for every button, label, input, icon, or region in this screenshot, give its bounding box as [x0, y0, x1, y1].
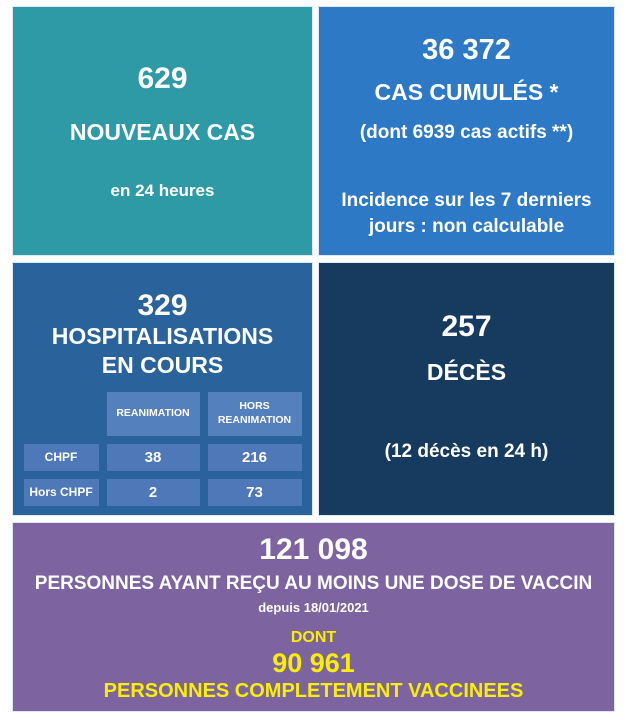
new-cases-label: NOUVEAUX CAS: [69, 119, 256, 145]
table-cell-chpf-hors-reanimation: 216: [207, 443, 302, 471]
table-cell-hors-chpf-hors-reanimation: 73: [207, 478, 302, 506]
hospitalizations-table: REANIMATION HORS REANIMATION CHPF 38 216…: [23, 391, 302, 506]
incidence-note-line2: jours : non calculable: [368, 215, 565, 237]
vaccination-since-date: depuis 18/01/2021: [258, 599, 369, 615]
card-deaths: 257 DÉCÈS (12 décès en 24 h): [319, 263, 614, 515]
cumulative-cases-label: CAS CUMULÉS *: [374, 78, 559, 105]
deaths-24h-detail: (12 décès en 24 h): [384, 440, 549, 462]
hospitalizations-label-line2: EN COURS: [101, 351, 224, 378]
table-header-reanimation: REANIMATION: [106, 391, 200, 436]
table-cell-chpf-reanimation: 38: [106, 443, 200, 471]
fully-vaccinated-label: PERSONNES COMPLETEMENT VACCINEES: [103, 680, 524, 703]
dont-label: DONT: [290, 628, 337, 646]
deaths-value: 257: [441, 310, 492, 343]
active-cases-detail: (dont 6939 cas actifs **): [359, 122, 574, 144]
incidence-note-line1: Incidence sur les 7 derniers: [341, 190, 592, 212]
card-new-cases: 629 NOUVEAUX CAS en 24 heures: [13, 7, 312, 255]
table-row-label-chpf: CHPF: [23, 443, 99, 471]
new-cases-value: 629: [137, 62, 188, 95]
new-cases-period: en 24 heures: [110, 180, 215, 200]
hospitalizations-value: 329: [137, 289, 188, 322]
hospitalizations-label-line1: HOSPITALISATIONS: [51, 323, 274, 349]
incidence-note: Incidence sur les 7 derniers jours : non…: [341, 188, 591, 239]
first-dose-label: PERSONNES AYANT REÇU AU MOINS UNE DOSE D…: [34, 573, 593, 594]
cumulative-cases-value: 36 372: [422, 34, 511, 66]
card-vaccination: 121 098 PERSONNES AYANT REÇU AU MOINS UN…: [13, 523, 614, 711]
first-dose-value: 121 098: [259, 533, 368, 566]
table-cell-hors-chpf-reanimation: 2: [106, 478, 200, 506]
card-cumulative-cases: 36 372 CAS CUMULÉS * (dont 6939 cas acti…: [319, 7, 614, 255]
dashboard-grid: 629 NOUVEAUX CAS en 24 heures 36 372 CAS…: [13, 7, 614, 711]
card-hospitalizations: 329 HOSPITALISATIONS EN COURS REANIMATIO…: [13, 263, 312, 515]
table-corner-cell: [24, 392, 99, 436]
fully-vaccinated-value: 90 961: [272, 647, 355, 678]
table-header-hors-reanimation: HORS REANIMATION: [207, 391, 302, 436]
deaths-label: DÉCÈS: [426, 359, 507, 385]
table-row-label-hors-chpf: Hors CHPF: [23, 478, 99, 506]
